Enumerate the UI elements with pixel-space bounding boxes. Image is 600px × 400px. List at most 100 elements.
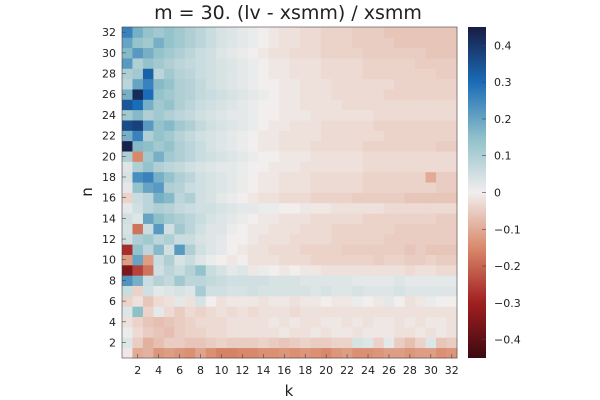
heatmap-cell [268,99,280,111]
heatmap-cell [436,27,447,38]
heatmap-cell [163,285,175,297]
heatmap-cell [195,347,207,359]
heatmap-cell [237,233,249,245]
heatmap-cell [163,58,175,69]
heatmap-cell [132,285,144,297]
heatmap-cell [279,182,290,193]
heatmap-cell [122,109,133,121]
heatmap-cell [247,89,259,100]
heatmap-cell [237,337,249,349]
heatmap-cell [195,171,207,183]
heatmap-cell [174,316,186,328]
y-tick-label: 18 [102,171,116,184]
heatmap-cell [174,202,186,214]
heatmap-cell [226,306,238,318]
heatmap-cell [163,326,175,338]
heatmap-cell [142,109,154,121]
heatmap-cell [258,295,269,307]
heatmap-cell [184,326,196,338]
heatmap-cell [132,47,144,59]
heatmap-cell [122,161,133,173]
heatmap-cell [247,47,259,59]
x-tick-label: 26 [382,364,396,377]
heatmap-cell [394,58,406,69]
heatmap-cell [446,171,458,183]
heatmap-cell [299,58,311,69]
heatmap-cell [310,326,322,338]
heatmap-cell [394,78,406,90]
heatmap-cell [268,68,280,80]
heatmap-cell [320,213,332,224]
heatmap-cell [436,316,447,328]
heatmap-cell [289,37,301,49]
heatmap-cell [247,27,259,38]
heatmap-cell [153,337,165,349]
y-tick-label: 20 [102,150,116,163]
heatmap-cell [268,89,280,100]
heatmap-cell [446,140,458,152]
heatmap-cell [394,202,406,214]
heatmap-cell [341,99,353,111]
heatmap-cell [163,171,175,183]
colorbar-tick-label: 0.2 [494,113,512,126]
heatmap-cell [331,68,343,80]
heatmap-cell [163,151,175,162]
heatmap-cell [373,264,385,276]
heatmap-cell [331,161,343,173]
heatmap-cell [216,109,228,121]
heatmap-cell [153,233,165,245]
heatmap-cell [163,233,175,245]
heatmap-cell [184,130,196,142]
heatmap-cell [383,244,395,255]
heatmap-cell [247,68,259,80]
heatmap-cell [299,151,311,162]
chart-title: m = 30. (lv - xsmm) / xsmm [154,2,422,24]
heatmap-cell [279,223,290,235]
y-tick-label: 4 [109,316,116,329]
heatmap-cell [268,78,280,90]
heatmap-cell [268,213,280,224]
heatmap-cell [289,182,301,193]
heatmap-cell [404,202,416,214]
heatmap-cell [446,213,458,224]
heatmap-cell [299,99,311,111]
heatmap-cell [195,233,207,245]
heatmap-cell [174,182,186,193]
heatmap-cell [352,285,364,297]
heatmap-cell [352,233,364,245]
heatmap-cell [132,213,144,224]
heatmap-cell [279,27,290,38]
heatmap-cell [163,337,175,349]
heatmap-cell [415,306,426,318]
heatmap-cell [425,27,437,38]
heatmap-cell [216,171,228,183]
heatmap-cell [153,254,165,266]
heatmap-cell [174,130,186,142]
heatmap-cell [331,192,343,204]
heatmap-cell [279,109,290,121]
heatmap-cell [226,171,238,183]
heatmap-cell [436,171,447,183]
heatmap-cell [216,275,228,286]
heatmap-cell [320,37,332,49]
heatmap-cell [299,192,311,204]
heatmap-cell [320,202,332,214]
heatmap-cell [331,89,343,100]
heatmap-cell [289,120,301,131]
heatmap-cell [320,233,332,245]
heatmap-cell [362,58,374,69]
heatmap-cell [216,68,228,80]
heatmap-cell [153,192,165,204]
heatmap-cell [299,89,311,100]
heatmap-cell [142,27,154,38]
heatmap-cell [132,254,144,266]
heatmap-cell [352,192,364,204]
heatmap-cell [247,140,259,152]
heatmap-cell [436,37,447,49]
heatmap-cell [394,151,406,162]
heatmap-cell [163,89,175,100]
heatmap-cell [184,316,196,328]
heatmap-cell [436,47,447,59]
y-tick-label: 30 [102,47,116,60]
heatmap-cell [237,78,249,90]
